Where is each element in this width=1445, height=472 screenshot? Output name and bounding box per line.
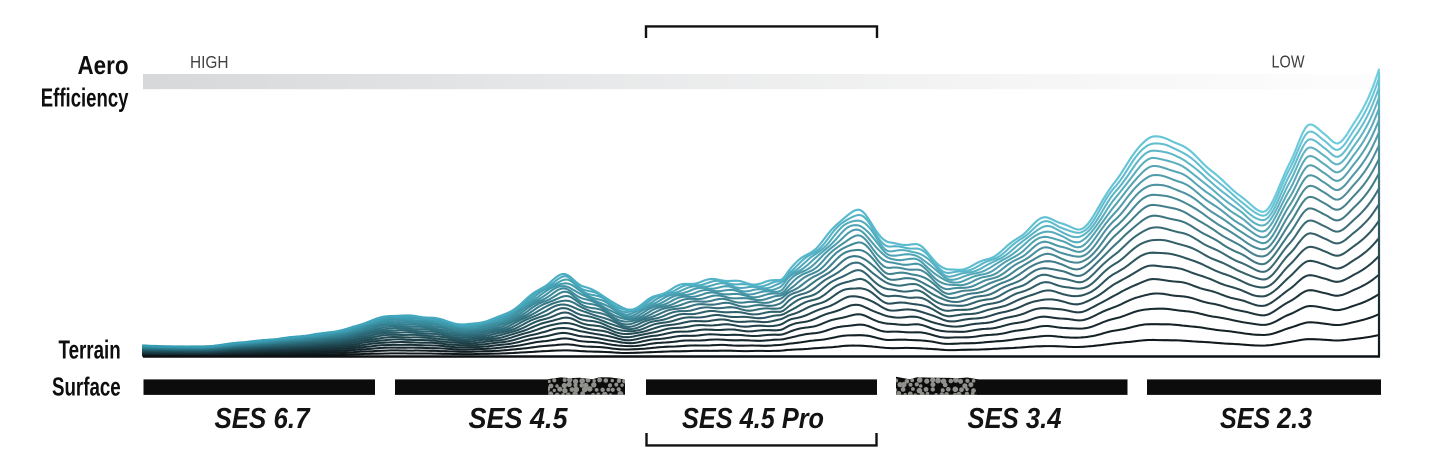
svg-text:LOW: LOW xyxy=(1272,51,1305,71)
svg-text:SES 2.3: SES 2.3 xyxy=(1220,403,1312,435)
svg-text:SES 4.5: SES 4.5 xyxy=(469,403,569,435)
svg-text:Surface: Surface xyxy=(52,371,121,401)
svg-text:Efficiency: Efficiency xyxy=(41,82,129,112)
svg-text:Aero: Aero xyxy=(78,50,129,80)
svg-text:SES 4.5 Pro: SES 4.5 Pro xyxy=(682,403,824,435)
svg-text:HIGH: HIGH xyxy=(190,52,229,72)
svg-text:Terrain: Terrain xyxy=(59,334,121,364)
svg-text:SES 3.4: SES 3.4 xyxy=(968,403,1062,435)
svg-text:SES 6.7: SES 6.7 xyxy=(215,403,312,435)
